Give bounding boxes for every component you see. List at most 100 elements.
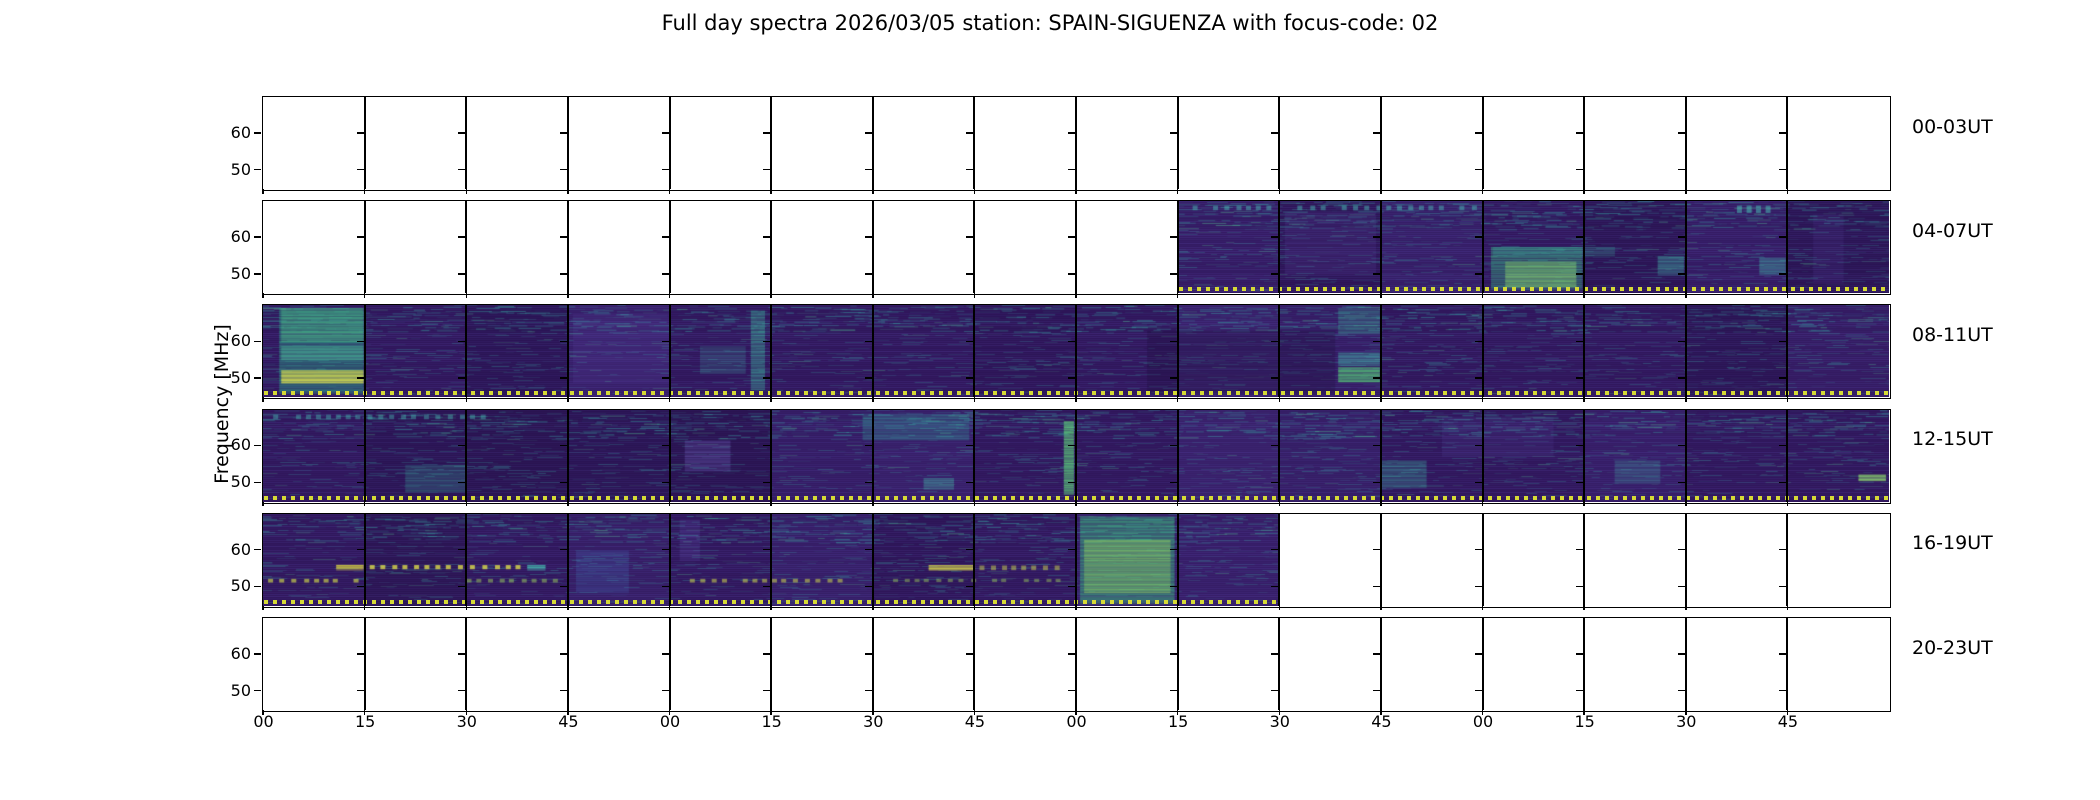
y-tick-mark	[966, 340, 974, 343]
y-tick-mark	[1169, 689, 1177, 692]
x-tick-mark	[973, 605, 976, 611]
y-tick-mark	[1372, 689, 1380, 692]
x-tick-mark	[1075, 189, 1077, 194]
panel-divider	[465, 409, 468, 502]
x-tick-mark	[1481, 293, 1484, 298]
x-tick-mark	[262, 605, 264, 611]
x-tick-mark	[770, 501, 772, 507]
y-tick-label: 60	[230, 435, 251, 455]
y-tick-mark	[559, 273, 567, 275]
y-tick-mark	[1576, 168, 1584, 171]
y-tick-mark	[1779, 168, 1787, 171]
y-tick-mark	[1068, 653, 1075, 655]
panel-divider	[1379, 513, 1382, 606]
y-tick-mark	[458, 236, 466, 238]
x-tick-label: 30	[456, 712, 477, 731]
y-tick-mark	[356, 340, 364, 343]
panel-divider	[363, 513, 366, 606]
x-tick-mark	[668, 397, 671, 402]
panel-divider	[1583, 513, 1586, 606]
panel-divider	[1379, 201, 1382, 294]
y-tick-mark	[864, 236, 872, 238]
panel-divider	[1379, 305, 1382, 398]
y-tick-mark	[966, 132, 974, 134]
y-tick-mark	[763, 236, 771, 238]
y-tick-mark	[254, 236, 261, 238]
y-tick-mark	[864, 444, 872, 447]
y-tick-mark	[559, 132, 567, 134]
x-tick-mark	[567, 189, 569, 194]
panel-divider	[770, 513, 773, 606]
y-tick-mark	[1677, 689, 1685, 692]
x-tick-mark	[973, 501, 976, 507]
panel-divider	[1684, 201, 1687, 294]
y-tick-mark	[254, 585, 261, 588]
panel-divider	[1278, 513, 1281, 606]
y-tick-mark	[661, 168, 669, 171]
y-tick-mark	[356, 132, 364, 134]
x-tick-mark	[973, 189, 976, 194]
x-tick-mark	[363, 710, 366, 715]
x-tick-mark	[770, 293, 772, 298]
y-tick-label: 50	[230, 263, 251, 283]
x-tick-label: 45	[558, 712, 579, 731]
panel-divider	[465, 618, 468, 710]
x-tick-mark	[1278, 397, 1280, 402]
y-tick-label: 50	[230, 576, 251, 596]
panel-divider	[1278, 618, 1281, 710]
y-tick-mark	[1779, 444, 1787, 447]
y-tick-mark	[966, 444, 974, 447]
panel-divider	[871, 201, 874, 294]
x-tick-mark	[1481, 189, 1484, 194]
y-tick-mark	[763, 273, 771, 275]
panel-divider	[1786, 305, 1789, 398]
x-tick-mark	[1583, 397, 1585, 402]
y-tick-mark	[763, 132, 771, 134]
y-tick-mark	[1677, 585, 1685, 588]
y-tick-mark	[1474, 653, 1482, 655]
y-tick-mark	[763, 444, 771, 447]
y-tick-mark	[1068, 548, 1075, 551]
panel-divider	[1684, 97, 1687, 189]
x-tick-mark	[1380, 189, 1382, 194]
y-tick-mark	[1372, 132, 1380, 134]
x-tick-mark	[465, 397, 467, 402]
y-tick-mark	[763, 585, 771, 588]
y-tick-label: 50	[230, 472, 251, 492]
panel-divider	[770, 201, 773, 294]
x-tick-mark	[363, 397, 366, 402]
y-tick-mark	[1271, 273, 1279, 275]
y-tick-label: 60	[230, 643, 251, 663]
panel-divider	[871, 513, 874, 606]
y-tick-mark	[458, 689, 466, 692]
y-tick-mark	[356, 377, 364, 379]
y-tick-mark	[559, 236, 567, 238]
y-tick-mark	[1169, 481, 1177, 484]
y-tick-mark	[864, 689, 872, 692]
x-tick-mark	[872, 710, 874, 715]
x-tick-mark	[1786, 605, 1789, 611]
y-tick-label: 60	[230, 539, 251, 559]
x-tick-label: 30	[1676, 712, 1697, 731]
y-tick-mark	[1271, 548, 1279, 551]
panel-divider	[1786, 618, 1789, 710]
y-tick-mark	[1474, 273, 1482, 275]
panel-divider	[1075, 305, 1077, 398]
panel-divider	[1481, 513, 1484, 606]
y-tick-mark	[559, 340, 567, 343]
x-tick-mark	[363, 189, 366, 194]
row-time-label: 16-19UT	[1912, 532, 1993, 555]
spectra-row-08-11ut: 60 50 08-11UT	[231, 304, 1993, 402]
y-tick-mark	[254, 377, 261, 379]
panel-divider	[1278, 201, 1281, 294]
x-tick-mark	[1583, 189, 1585, 194]
y-tick-mark	[254, 444, 261, 447]
x-tick-mark	[1583, 605, 1585, 611]
y-tick-mark	[1576, 273, 1584, 275]
y-tick-mark	[1271, 236, 1279, 238]
y-tick-mark	[1068, 481, 1075, 484]
y-tick-mark	[1474, 444, 1482, 447]
panel-divider	[1583, 409, 1586, 502]
panel-divider	[770, 409, 773, 502]
y-tick-mark	[254, 273, 261, 275]
